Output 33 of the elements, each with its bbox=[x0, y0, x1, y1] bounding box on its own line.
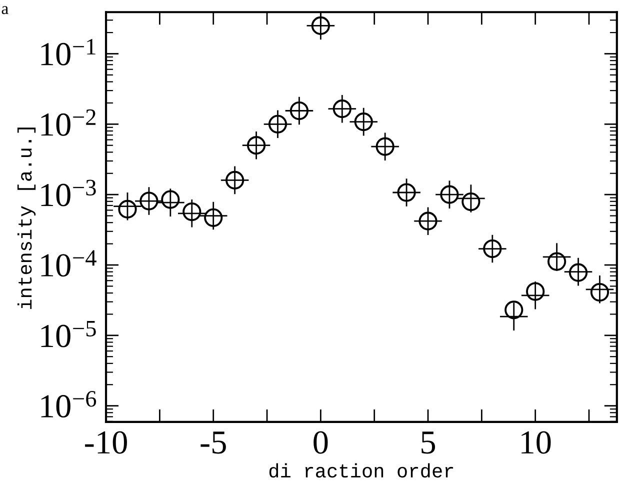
point bbox=[220, 166, 249, 194]
point bbox=[564, 258, 592, 286]
y-tick-label: 10$^{−2}$ bbox=[41, 109, 96, 136]
point bbox=[542, 243, 571, 271]
y-tick-label: 10$^{−4}$ bbox=[41, 250, 96, 277]
point bbox=[114, 192, 142, 220]
point bbox=[586, 276, 614, 304]
x-tick-label: -10 bbox=[85, 431, 127, 454]
y-tick-label: 10$^{−3}$ bbox=[41, 180, 96, 206]
point bbox=[414, 207, 442, 235]
x-axis-title: di raction order bbox=[269, 463, 454, 478]
point bbox=[199, 202, 228, 230]
y-tick-label: 10$^{−5}$ bbox=[41, 320, 96, 348]
point bbox=[156, 188, 184, 216]
y-tick-label: 10$^{−6}$ bbox=[41, 391, 96, 418]
point bbox=[371, 132, 399, 160]
y-tick-label: 10$^{−1}$ bbox=[41, 38, 96, 66]
point bbox=[306, 12, 335, 40]
x-tick-label: -5 bbox=[200, 432, 226, 454]
text: a bbox=[2, 6, 8, 14]
point bbox=[285, 96, 314, 125]
point bbox=[457, 184, 485, 212]
point bbox=[478, 234, 506, 263]
point bbox=[264, 110, 292, 138]
point bbox=[178, 200, 206, 228]
y-axis-title: intensity [a.u.] bbox=[17, 128, 36, 310]
x-tick-label: 0 bbox=[314, 431, 328, 454]
point bbox=[521, 282, 550, 310]
point bbox=[500, 302, 528, 330]
x-tick-label: 10 bbox=[522, 431, 551, 454]
point bbox=[328, 94, 356, 123]
point bbox=[242, 131, 270, 160]
x-tick-label: 5 bbox=[422, 432, 436, 454]
